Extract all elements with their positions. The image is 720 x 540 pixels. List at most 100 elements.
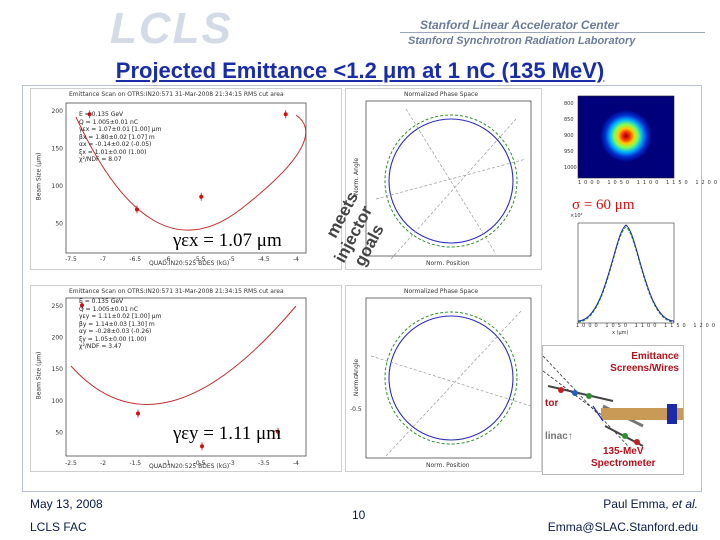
scan-y-plot: 250 200 150 100 50 -2.5 -2 -1.5 -1 -0.5 -3 -3.5 -4 bbox=[52, 297, 307, 467]
profile-fit bbox=[577, 226, 675, 323]
phase-bottom-title: Normalized Phase Space bbox=[404, 288, 479, 295]
scan-y-y-tick-label: 100 bbox=[52, 398, 64, 405]
beam-xtick: 1050 bbox=[607, 180, 633, 186]
phase-space-top-panel: Normalized Phase Space Norm. Angle Norm.… bbox=[345, 88, 542, 270]
scan-y-fit-curve bbox=[70, 305, 297, 405]
profile-xticks: 1000 1050 1100 1150 1200 bbox=[576, 323, 718, 329]
injector-fragment-label: tor bbox=[545, 398, 559, 409]
footer-author: Paul Emma, et al. bbox=[603, 497, 698, 511]
emittance-y-label: γεy = 1.11 μm bbox=[173, 423, 282, 444]
scan-y-x-tick-label: -1.5 bbox=[129, 460, 141, 467]
beam-ytick: 800 bbox=[564, 101, 574, 107]
scan-y-x-tick-label: -1 bbox=[164, 460, 170, 467]
beam-ytick: 950 bbox=[564, 149, 574, 155]
beam-image-panel: 1000 1050 1100 1150 1200 800 850 900 950… bbox=[560, 92, 717, 192]
linac-label: linac↑ bbox=[545, 431, 573, 442]
scan-x-y-tick-label: 150 bbox=[52, 146, 64, 153]
phase-bottom-measured-circle bbox=[384, 311, 518, 445]
profile-data bbox=[577, 224, 675, 322]
scan-x-x-tick-label: -6.5 bbox=[129, 256, 141, 263]
beam-xticks: 1000 1050 1100 1150 1200 bbox=[578, 180, 720, 186]
beamline-sketch bbox=[543, 346, 683, 474]
phase-top-ylabel: Norm. Angle bbox=[353, 157, 361, 196]
scan-y-xticks: -2.5 -2 -1.5 -1 -0.5 -3 -3.5 -4 bbox=[65, 460, 299, 467]
scan-y-fit-results: E = 0.135 GeV Q = 1.005±0.01 nC γεy = 1.… bbox=[79, 298, 162, 350]
scan-x-ylabel: Beam Size (μm) bbox=[35, 152, 43, 201]
profile-plot bbox=[577, 222, 675, 324]
scan-y-xlabel: QUAD:IN20:525 BDES (kG) bbox=[149, 463, 230, 470]
phase-space-bottom-panel: Normalized Phase Space 0 -0.5 Norm. Angl… bbox=[345, 285, 542, 472]
scan-y-x-tick-label: -2.5 bbox=[65, 460, 77, 467]
phase-bottom-ytick-1: -0.5 bbox=[350, 406, 362, 413]
scan-x-x-tick-label: -5 bbox=[229, 256, 235, 263]
scan-y-panel: Emittance Scan on OTRS:IN20:571 31-Mar-2… bbox=[30, 285, 342, 472]
screens-label: Emittance Screens/Wires bbox=[610, 351, 679, 374]
footer-date: May 13, 2008 bbox=[30, 497, 103, 511]
scan-x-fit-curve bbox=[75, 114, 307, 231]
scan-x-x-tick-label: -7.5 bbox=[65, 256, 77, 263]
emittance-x-label: γεx = 1.07 μm bbox=[173, 230, 282, 251]
scan-x-panel: Emittance Scan on OTRS:IN20:571 31-Mar-2… bbox=[30, 88, 342, 270]
scan-y-x-tick-label: -2 bbox=[100, 460, 106, 467]
beamline-diagram: Emittance Screens/Wires tor linac↑ 135-M… bbox=[542, 345, 684, 475]
scan-x-xticks: -7.5 -7 -6.5 -6 -5.5 -5 -4.5 -4 bbox=[65, 256, 299, 263]
scan-y-x-tick-label: -0.5 bbox=[194, 460, 206, 467]
scan-y-title: Emittance Scan on OTRS:IN20:571 31-Mar-2… bbox=[69, 288, 284, 295]
phase-top-measured-circle bbox=[384, 114, 518, 248]
profile-xtick: 1050 bbox=[605, 323, 631, 329]
profile-exponent: ×10⁴ bbox=[570, 213, 583, 219]
scan-y-ylabel: Beam Size (μm) bbox=[35, 351, 43, 400]
phase-bottom-xlabel: Norm. Position bbox=[426, 462, 470, 469]
scan-y-y-tick-label: 200 bbox=[52, 335, 64, 342]
scan-x-fit-results: E = 0.135 GeV Q = 1.005±0.01 nC γεx = 1.… bbox=[79, 111, 162, 163]
beam-spot bbox=[600, 110, 652, 162]
footer-venue: LCLS FAC bbox=[30, 520, 87, 534]
scan-x-x-tick-label: -5.5 bbox=[194, 256, 206, 263]
scan-x-y-tick-label: 100 bbox=[52, 183, 64, 190]
phase-bottom-plot bbox=[365, 297, 532, 459]
scan-y-y-tick-label: 150 bbox=[52, 366, 64, 373]
beam-xtick: 1100 bbox=[636, 180, 662, 186]
profile-panel: ×10⁴ 1000 1050 1100 1150 1200 x (μm) bbox=[566, 213, 715, 337]
beam-xtick: 1200 bbox=[695, 180, 720, 186]
phase-bottom-ylabel: Norm. Angle bbox=[353, 358, 361, 397]
profile-xlabel: x (μm) bbox=[612, 330, 629, 336]
profile-xtick: 1200 bbox=[693, 323, 719, 329]
phase-bottom-ytick-0: 0 bbox=[354, 374, 358, 381]
beam-xtick: 1150 bbox=[665, 180, 691, 186]
header-rule bbox=[400, 32, 705, 33]
scan-x-x-tick-label: -7 bbox=[100, 256, 106, 263]
beam-ytick: 850 bbox=[564, 117, 574, 123]
scan-y-y-tick-label: 50 bbox=[55, 429, 63, 436]
scan-x-y-tick-label: 50 bbox=[55, 221, 63, 228]
scan-y-x-tick-label: -3 bbox=[229, 460, 235, 467]
scan-x-yticks: 200 150 100 50 bbox=[52, 108, 64, 228]
scan-x-x-tick-label: -6 bbox=[164, 256, 170, 263]
scan-y-x-tick-label: -4 bbox=[293, 460, 299, 467]
phase-bottom-design-circle bbox=[388, 315, 514, 441]
scan-x-x-tick-label: -4 bbox=[293, 256, 299, 263]
beam-image bbox=[577, 95, 675, 179]
slide-title: Projected Emittance <1.2 μm at 1 nC (135… bbox=[115, 58, 605, 83]
beam-ytick: 900 bbox=[564, 133, 574, 139]
scan-y-y-tick-label: 250 bbox=[52, 303, 64, 310]
sigma-label: σ = 60 μm bbox=[572, 197, 635, 213]
scan-x-plot: 200 150 100 50 -7.5 -7 -6.5 -6 -5.5 -5 -4.5 -4 bbox=[52, 102, 307, 263]
phase-top-title: Normalized Phase Space bbox=[404, 91, 479, 98]
phase-top-xlabel: Norm. Position bbox=[426, 260, 470, 267]
scan-x-xlabel: QUAD:IN20:525 BDES (kG) bbox=[149, 260, 230, 267]
page-number: 10 bbox=[352, 508, 366, 522]
beam-ytick: 1000 bbox=[564, 165, 577, 171]
slide-header: LCLS Stanford Linear Accelerator Center … bbox=[0, 0, 720, 58]
beam-xtick: 1000 bbox=[578, 180, 603, 186]
phase-top-design-circle bbox=[388, 118, 514, 244]
lcls-logo: LCLS bbox=[110, 4, 233, 53]
org-line-2: Stanford Synchrotron Radiation Laborator… bbox=[408, 35, 636, 47]
scan-y-yticks: 250 200 150 100 50 bbox=[52, 303, 64, 436]
org-line-1: Stanford Linear Accelerator Center bbox=[420, 18, 619, 32]
spectrometer-label: 135-MeV Spectrometer bbox=[591, 446, 656, 469]
profile-xtick: 1000 bbox=[576, 323, 601, 329]
profile-xtick: 1150 bbox=[663, 323, 689, 329]
profile-xtick: 1100 bbox=[634, 323, 660, 329]
scan-x-x-tick-label: -4.5 bbox=[258, 256, 270, 263]
